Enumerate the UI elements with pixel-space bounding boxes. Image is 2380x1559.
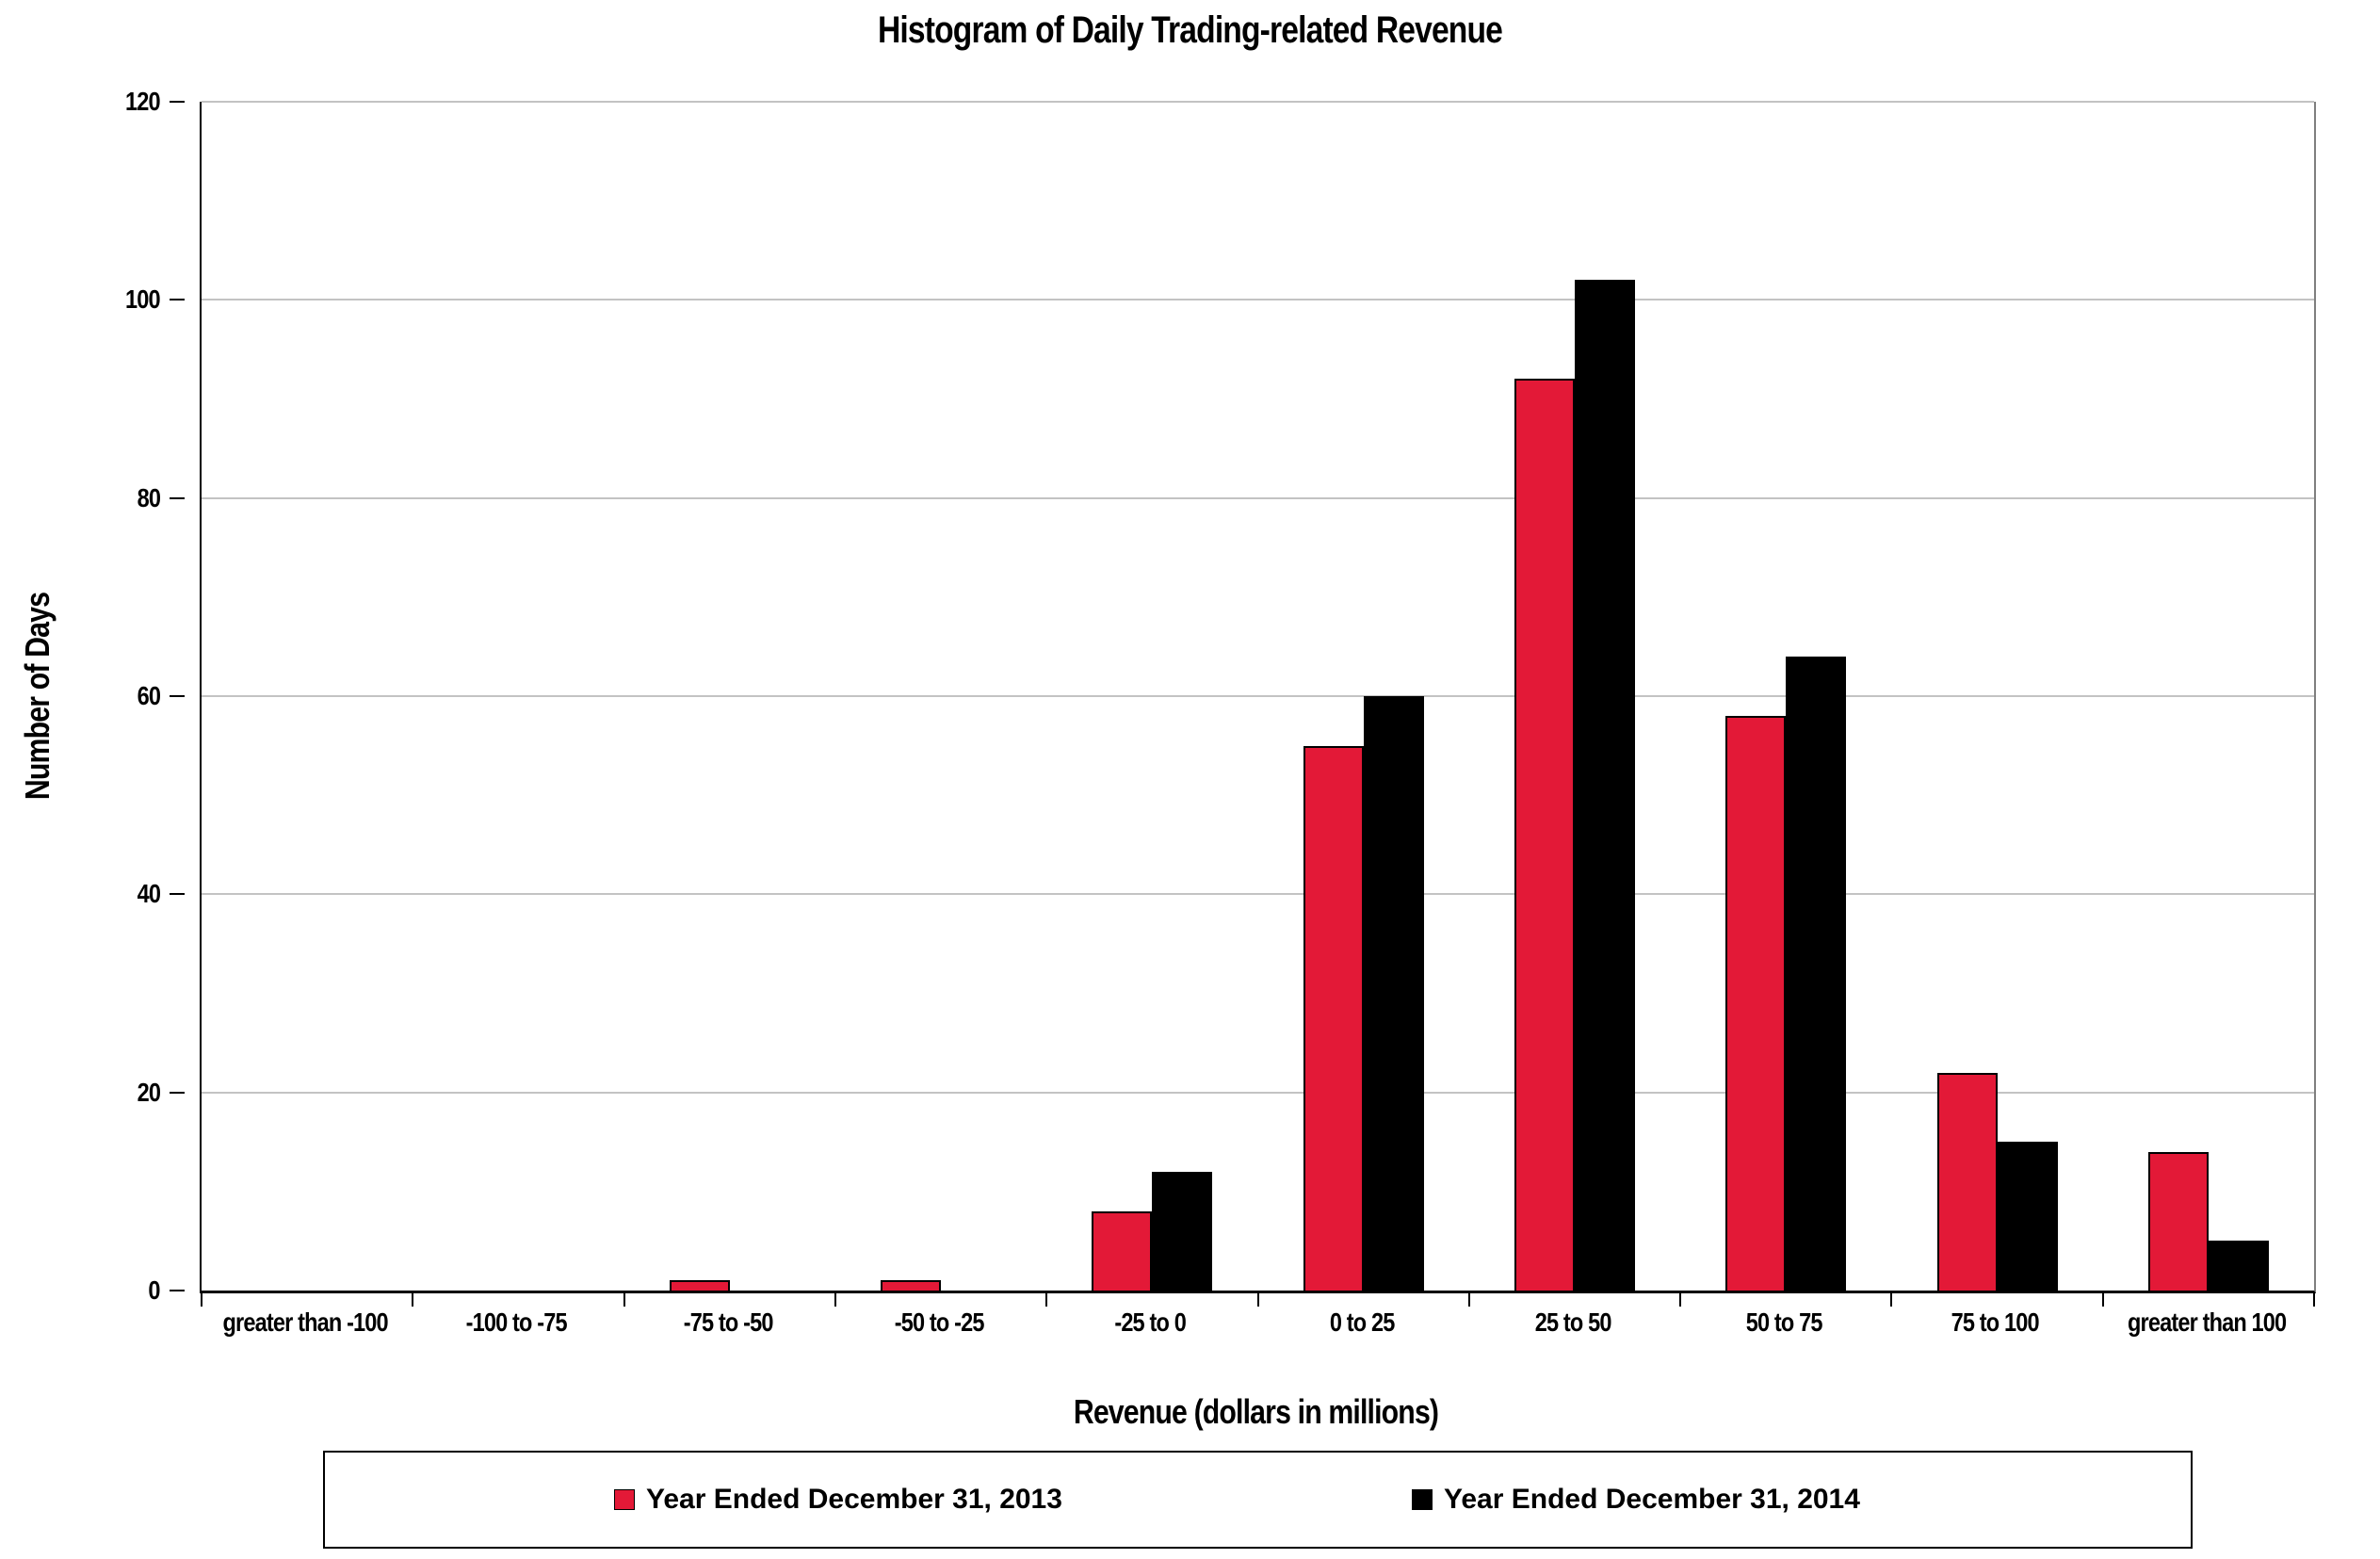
x-tick-label-50-to-25: -50 to -25: [894, 1307, 985, 1337]
bar-2014-25-to-50: [1574, 280, 1635, 1291]
x-tick-mark-6: [1467, 1293, 1470, 1307]
bar-2013-75-to-100: [1936, 1072, 1998, 1291]
x-tick-label-greater-than-100: greater than -100: [222, 1307, 389, 1337]
bar-2013-75-to-50: [669, 1280, 730, 1291]
category-25-to-50: [1469, 102, 1680, 1291]
x-tick-mark-7: [1679, 1293, 1682, 1307]
legend-swatch-2013: [614, 1489, 635, 1510]
x-tick-label-0-to-25: 0 to 25: [1329, 1307, 1394, 1337]
y-tick-mark-20: [170, 1091, 185, 1094]
x-tick-mark-5: [1256, 1293, 1259, 1307]
x-tick-mark-1: [412, 1293, 414, 1307]
gridline-100: [202, 299, 2314, 301]
legend-swatch-2014: [1412, 1489, 1433, 1510]
x-tick-mark-3: [834, 1293, 836, 1307]
x-tick-label-50-to-75: 50 to 75: [1745, 1307, 1823, 1337]
category-greater-than-100: [2103, 102, 2314, 1291]
chart-title: Histogram of Daily Trading-related Reven…: [877, 9, 1503, 51]
y-tick-mark-40: [170, 893, 185, 896]
legend-label-2013: Year Ended December 31, 2013: [646, 1484, 1062, 1515]
y-tick-mark-120: [170, 101, 185, 103]
y-tick-mark-60: [170, 695, 185, 697]
x-tick-label-25-to-0: -25 to 0: [1114, 1307, 1187, 1337]
y-tick-label-0: 0: [148, 1275, 161, 1305]
y-tick-label-20: 20: [137, 1077, 161, 1107]
category-0-to-25: [1258, 102, 1469, 1291]
bar-2014-0-to-25: [1363, 696, 1424, 1291]
bar-2014-75-to-100: [1997, 1142, 2058, 1291]
gridline-20: [202, 1091, 2314, 1094]
x-tick-mark-4: [1045, 1293, 1048, 1307]
y-tick-label-60: 60: [137, 681, 161, 710]
x-axis-title: Revenue (dollars in millions): [1073, 1392, 1439, 1431]
category-25-to-0: [1046, 102, 1257, 1291]
legend-label-2014: Year Ended December 31, 2014: [1444, 1484, 1860, 1515]
bar-2013-50-to-25: [881, 1280, 942, 1291]
bar-2013-50-to-75: [1725, 716, 1787, 1291]
x-tick-label-75-to-100: 75 to 100: [1951, 1307, 2040, 1337]
y-tick-mark-80: [170, 496, 185, 499]
category-greater-than-100: [202, 102, 413, 1291]
category-75-to-50: [624, 102, 835, 1291]
category-75-to-100: [1891, 102, 2102, 1291]
gridline-40: [202, 893, 2314, 896]
x-tick-label-25-to-50: 25 to 50: [1534, 1307, 1612, 1337]
bar-2013-0-to-25: [1303, 745, 1364, 1291]
x-tick-mark-8: [1890, 1293, 1893, 1307]
category-50-to-75: [1680, 102, 1891, 1291]
bar-2014-25-to-0: [1152, 1171, 1213, 1291]
bar-2013-25-to-0: [1092, 1210, 1153, 1291]
category-100-to-75: [413, 102, 623, 1291]
bar-2013-25-to-50: [1514, 379, 1575, 1291]
y-tick-mark-0: [170, 1290, 185, 1291]
legend-box: Year Ended December 31, 2013 Year Ended D…: [323, 1451, 2193, 1549]
bar-2013-greater-than-100: [2147, 1151, 2209, 1291]
gridline-80: [202, 496, 2314, 499]
legend-item-2014: Year Ended December 31, 2014: [1412, 1484, 1860, 1516]
plot-area: [200, 101, 2316, 1307]
y-axis-tick-area: 0 20 40 60 80 100 120: [0, 87, 185, 1305]
x-tick-label-100-to-75: -100 to -75: [465, 1307, 568, 1337]
y-tick-label-100: 100: [125, 284, 161, 315]
bar-2014-greater-than-100: [2208, 1241, 2269, 1291]
y-tick-label-120: 120: [125, 87, 161, 116]
bar-2014-50-to-75: [1786, 656, 1847, 1291]
x-axis-tick-area: greater than -100 -100 to -75 -75 to -50 -5…: [200, 1307, 2312, 1349]
category-50-to-25: [835, 102, 1046, 1291]
legend-item-2013: Year Ended December 31, 2013: [614, 1484, 1062, 1516]
x-tick-mark-10: [2313, 1293, 2315, 1307]
gridline-120: [202, 101, 2314, 103]
x-tick-mark-2: [623, 1293, 625, 1307]
x-tick-mark-0: [201, 1293, 202, 1307]
x-tick-mark-9: [2101, 1293, 2104, 1307]
y-tick-label-80: 80: [137, 482, 161, 512]
y-tick-mark-100: [170, 299, 185, 301]
x-tick-label-75-to-50: -75 to -50: [683, 1307, 773, 1337]
x-tick-label-greater-than-100: greater than 100: [2127, 1307, 2287, 1337]
y-tick-label-40: 40: [137, 879, 161, 909]
gridline-60: [202, 695, 2314, 697]
